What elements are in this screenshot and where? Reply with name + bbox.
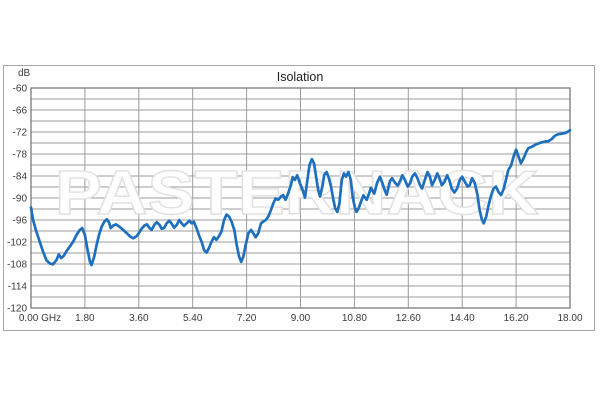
x-tick-label: 5.40 <box>183 313 203 324</box>
plot-border <box>30 87 571 309</box>
y-tick-label: -66 <box>13 106 28 117</box>
y-tick-label: -72 <box>13 128 28 139</box>
x-tick-label: 12.60 <box>396 313 421 324</box>
chart-title: Isolation <box>277 70 324 84</box>
y-tick-label: -114 <box>8 282 28 293</box>
y-tick-label: -84 <box>13 172 28 183</box>
x-tick-label: 1.80 <box>75 313 95 324</box>
axis-labels-layer: -60 -66 -72 -78 -84 -90 -96 -102 -108 -114 -1200.0… <box>7 84 583 325</box>
y-tick-label: -60 <box>13 84 28 95</box>
x-tick-label: 9.00 <box>291 313 311 324</box>
x-tick-label: 0.00 GHz <box>19 313 61 324</box>
watermark-text: PASTERNACK <box>55 159 539 228</box>
y-tick-label: -120 <box>7 304 27 315</box>
x-tick-label: 7.20 <box>237 313 257 324</box>
x-tick-label: 16.20 <box>504 313 529 324</box>
y-tick-label: -90 <box>13 194 28 205</box>
isolation-trace <box>29 128 572 267</box>
y-tick-label: -78 <box>13 150 28 161</box>
x-tick-label: 3.60 <box>129 313 149 324</box>
y-axis-unit-label: dB <box>18 68 31 79</box>
isolation-curve-layer <box>29 128 572 267</box>
grid-layer <box>3 65 595 331</box>
y-tick-label: -102 <box>7 238 27 249</box>
y-tick-label: -108 <box>7 260 27 271</box>
x-tick-label: 10.80 <box>342 313 367 324</box>
x-tick-label: 18.00 <box>557 313 582 324</box>
y-tick-label: -96 <box>13 216 28 227</box>
x-tick-label: 14.40 <box>450 313 475 324</box>
outer-frame <box>3 65 595 331</box>
